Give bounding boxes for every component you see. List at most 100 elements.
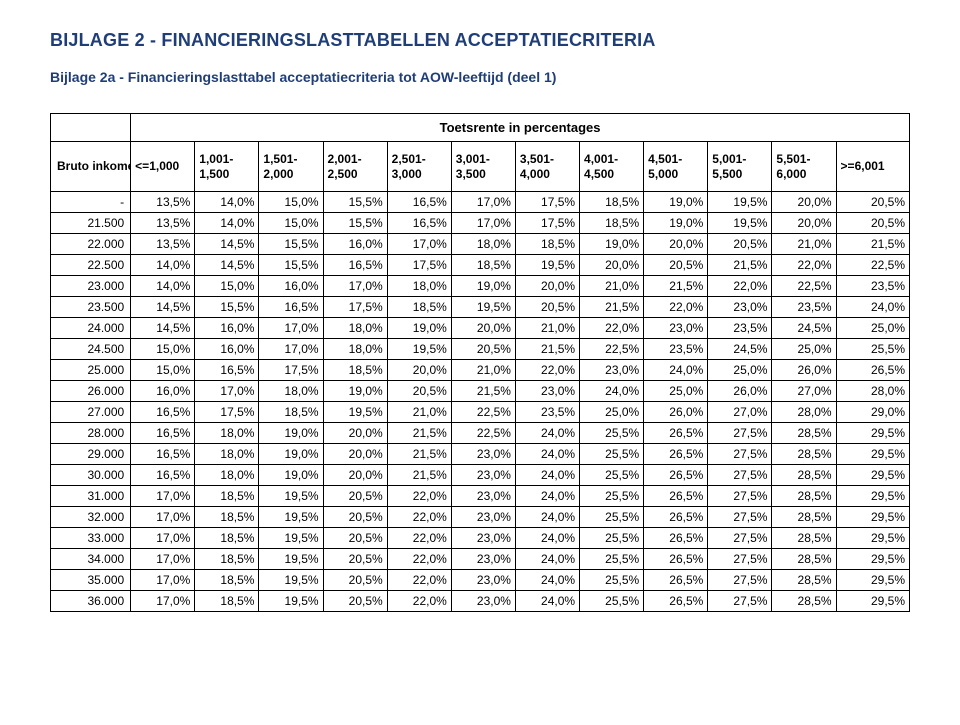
rate-cell: 29,5% bbox=[836, 486, 909, 507]
rate-cell: 18,5% bbox=[323, 360, 387, 381]
rate-cell: 20,5% bbox=[515, 297, 579, 318]
income-cell: 30.000 bbox=[51, 465, 131, 486]
rate-cell: 24,0% bbox=[836, 297, 909, 318]
rate-cell: 19,5% bbox=[259, 486, 323, 507]
rate-cell: 27,0% bbox=[772, 381, 836, 402]
rate-cell: 17,5% bbox=[515, 192, 579, 213]
rate-cell: 20,0% bbox=[644, 234, 708, 255]
rate-cell: 18,0% bbox=[387, 276, 451, 297]
rate-cell: 16,5% bbox=[131, 402, 195, 423]
rate-cell: 27,5% bbox=[708, 591, 772, 612]
rate-cell: 21,5% bbox=[515, 339, 579, 360]
income-cell: 28.000 bbox=[51, 423, 131, 444]
rate-cell: 27,5% bbox=[708, 570, 772, 591]
rate-cell: 19,0% bbox=[259, 465, 323, 486]
column-header: 4,501-5,000 bbox=[644, 142, 708, 192]
rate-cell: 27,5% bbox=[708, 423, 772, 444]
rate-cell: 29,5% bbox=[836, 444, 909, 465]
rate-cell: 19,5% bbox=[708, 192, 772, 213]
rate-cell: 18,5% bbox=[259, 402, 323, 423]
rate-cell: 26,5% bbox=[644, 486, 708, 507]
rate-cell: 25,5% bbox=[580, 549, 644, 570]
rate-cell: 18,0% bbox=[195, 423, 259, 444]
income-cell: 34.000 bbox=[51, 549, 131, 570]
rate-cell: 24,0% bbox=[515, 591, 579, 612]
rate-cell: 25,5% bbox=[580, 486, 644, 507]
corner-cell bbox=[51, 114, 131, 142]
table-row: 21.50013,5%14,0%15,0%15,5%16,5%17,0%17,5… bbox=[51, 213, 910, 234]
rate-cell: 18,0% bbox=[451, 234, 515, 255]
rate-cell: 21,5% bbox=[580, 297, 644, 318]
rate-cell: 25,5% bbox=[836, 339, 909, 360]
income-cell: 24.000 bbox=[51, 318, 131, 339]
income-cell: 26.000 bbox=[51, 381, 131, 402]
rate-cell: 15,0% bbox=[259, 192, 323, 213]
rate-cell: 28,5% bbox=[772, 465, 836, 486]
rate-cell: 28,5% bbox=[772, 507, 836, 528]
rate-cell: 24,0% bbox=[515, 549, 579, 570]
rate-cell: 14,5% bbox=[195, 255, 259, 276]
rate-cell: 28,5% bbox=[772, 528, 836, 549]
rate-cell: 22,0% bbox=[708, 276, 772, 297]
rate-cell: 29,5% bbox=[836, 528, 909, 549]
table-head: Toetsrente in percentages Bruto inkomen … bbox=[51, 114, 910, 192]
rate-cell: 28,5% bbox=[772, 591, 836, 612]
table-row: 22.00013,5%14,5%15,5%16,0%17,0%18,0%18,5… bbox=[51, 234, 910, 255]
rate-cell: 20,5% bbox=[323, 528, 387, 549]
rate-cell: 20,0% bbox=[323, 465, 387, 486]
rate-cell: 25,0% bbox=[580, 402, 644, 423]
rate-cell: 20,0% bbox=[451, 318, 515, 339]
rate-cell: 24,0% bbox=[515, 444, 579, 465]
rate-cell: 19,0% bbox=[259, 423, 323, 444]
rate-cell: 22,0% bbox=[644, 297, 708, 318]
rate-cell: 14,0% bbox=[195, 213, 259, 234]
rate-cell: 19,0% bbox=[259, 444, 323, 465]
rate-cell: 16,5% bbox=[387, 192, 451, 213]
rate-cell: 18,0% bbox=[323, 339, 387, 360]
income-cell: 33.000 bbox=[51, 528, 131, 549]
rate-cell: 17,0% bbox=[131, 486, 195, 507]
column-header: 3,501-4,000 bbox=[515, 142, 579, 192]
column-header: >=6,001 bbox=[836, 142, 909, 192]
income-cell: - bbox=[51, 192, 131, 213]
rate-cell: 16,5% bbox=[131, 444, 195, 465]
rate-cell: 24,0% bbox=[644, 360, 708, 381]
rate-cell: 19,5% bbox=[323, 402, 387, 423]
table-row: 23.00014,0%15,0%16,0%17,0%18,0%19,0%20,0… bbox=[51, 276, 910, 297]
rate-cell: 16,5% bbox=[323, 255, 387, 276]
income-cell: 25.000 bbox=[51, 360, 131, 381]
rate-cell: 18,5% bbox=[515, 234, 579, 255]
rate-cell: 28,0% bbox=[772, 402, 836, 423]
column-header: 5,501-6,000 bbox=[772, 142, 836, 192]
income-cell: 35.000 bbox=[51, 570, 131, 591]
rate-cell: 24,0% bbox=[515, 570, 579, 591]
rate-cell: 18,5% bbox=[580, 192, 644, 213]
column-header: 2,501-3,000 bbox=[387, 142, 451, 192]
rate-cell: 25,0% bbox=[836, 318, 909, 339]
rate-cell: 18,5% bbox=[451, 255, 515, 276]
income-cell: 22.000 bbox=[51, 234, 131, 255]
rate-cell: 19,5% bbox=[515, 255, 579, 276]
rate-cell: 22,5% bbox=[451, 423, 515, 444]
rate-cell: 18,5% bbox=[195, 486, 259, 507]
rate-cell: 23,0% bbox=[451, 570, 515, 591]
rate-cell: 21,5% bbox=[836, 234, 909, 255]
rate-cell: 15,5% bbox=[259, 255, 323, 276]
rate-cell: 26,5% bbox=[644, 444, 708, 465]
rate-cell: 17,0% bbox=[131, 591, 195, 612]
rate-cell: 24,0% bbox=[580, 381, 644, 402]
rate-cell: 23,0% bbox=[451, 549, 515, 570]
rate-cell: 21,5% bbox=[708, 255, 772, 276]
rate-cell: 26,0% bbox=[708, 381, 772, 402]
rate-cell: 19,0% bbox=[387, 318, 451, 339]
rate-cell: 16,0% bbox=[323, 234, 387, 255]
rate-cell: 26,5% bbox=[644, 507, 708, 528]
rate-cell: 23,0% bbox=[515, 381, 579, 402]
rate-cell: 23,5% bbox=[708, 318, 772, 339]
rate-cell: 20,0% bbox=[515, 276, 579, 297]
rate-cell: 15,5% bbox=[323, 192, 387, 213]
rate-cell: 20,5% bbox=[323, 570, 387, 591]
table-row: 25.00015,0%16,5%17,5%18,5%20,0%21,0%22,0… bbox=[51, 360, 910, 381]
rate-cell: 23,0% bbox=[708, 297, 772, 318]
rate-cell: 26,5% bbox=[644, 570, 708, 591]
